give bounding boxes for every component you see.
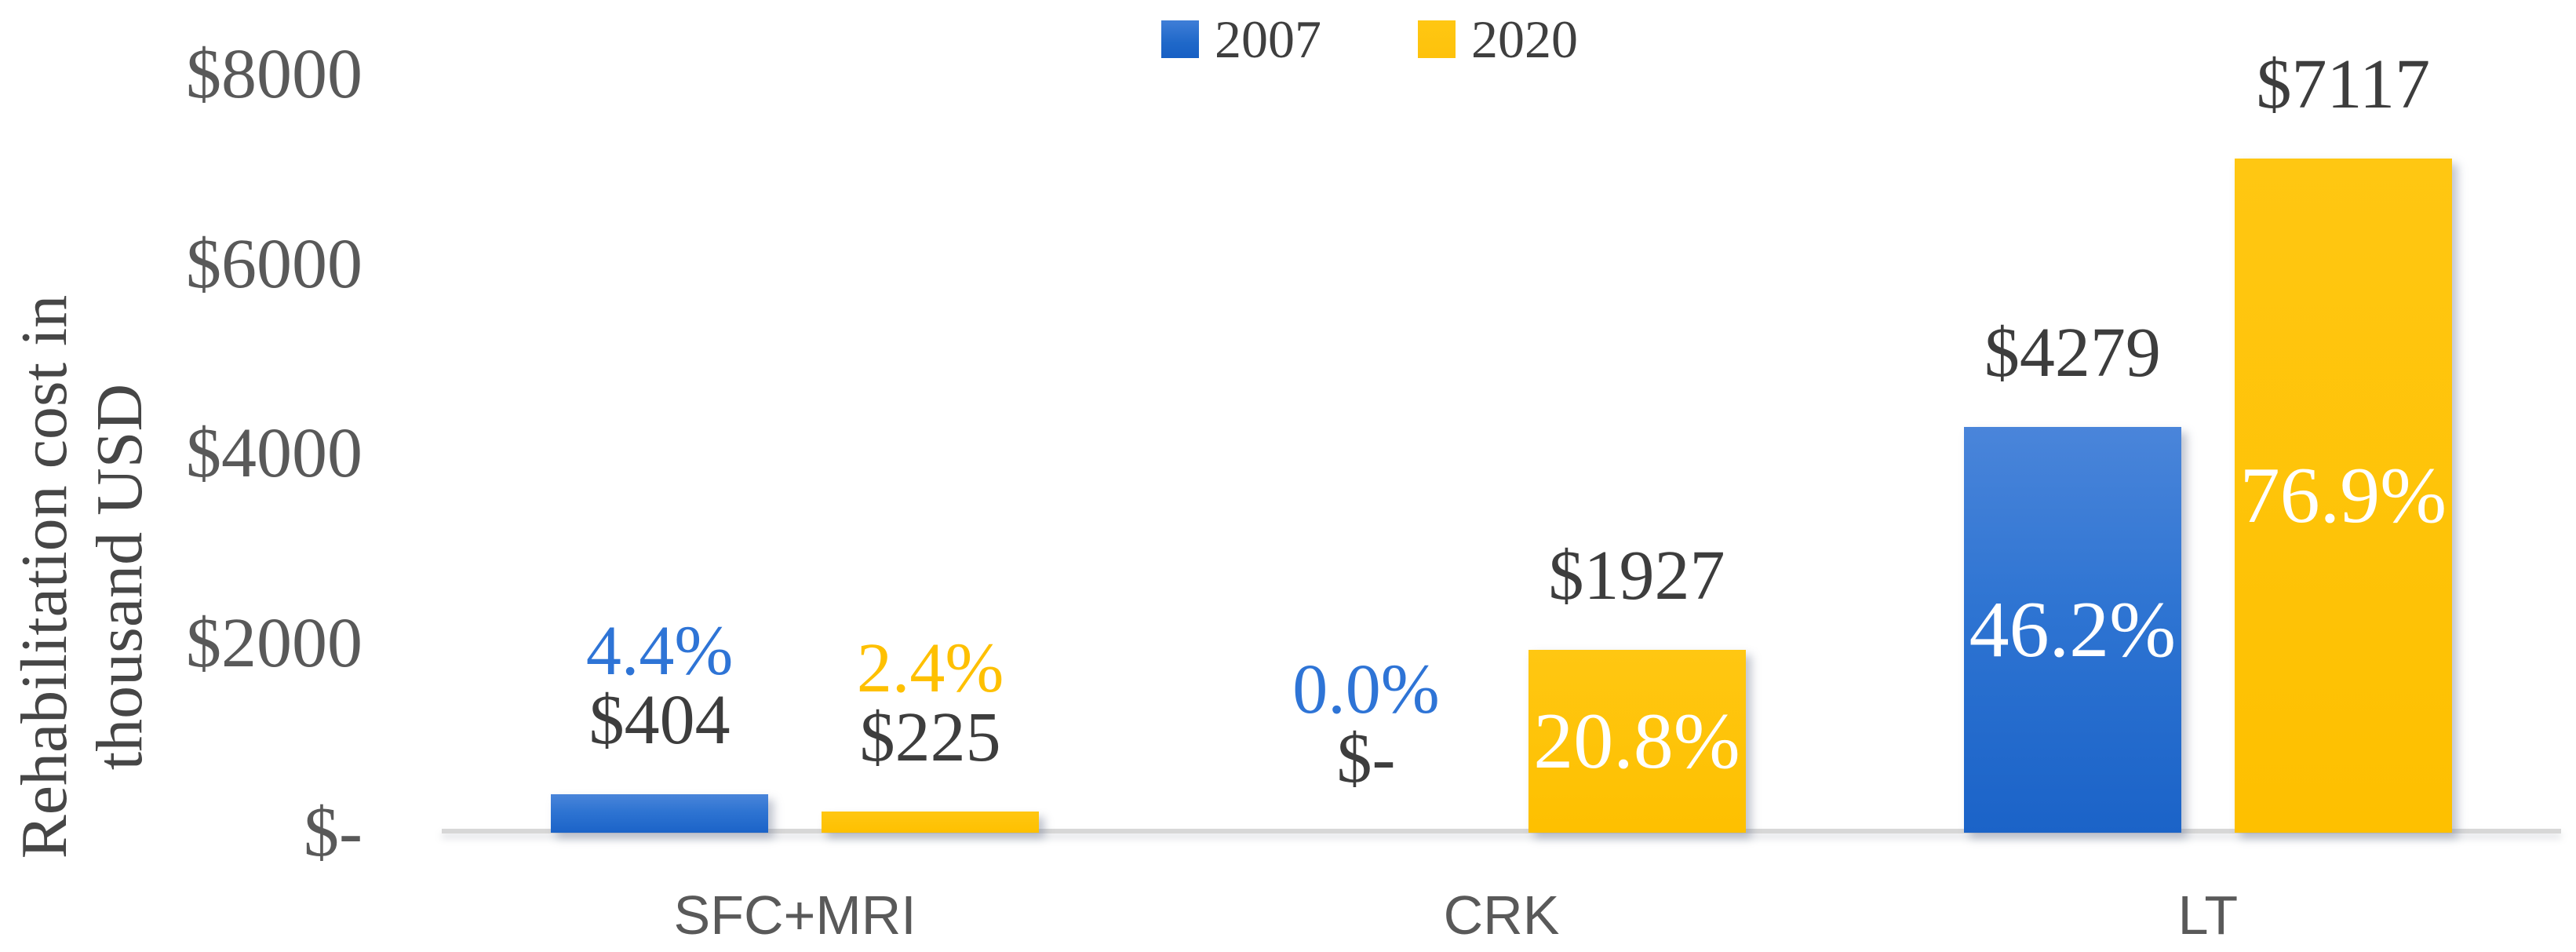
legend-swatch-2020 <box>1418 20 1456 58</box>
y-axis-title-line1: Rehabilitation cost in <box>8 294 81 859</box>
bar-percent-label: 76.9% <box>2239 451 2447 540</box>
bar-value-label: $1927 <box>1548 537 1725 615</box>
x-category-label: CRK <box>1443 885 1560 946</box>
y-tick-label: $8000 <box>186 35 363 113</box>
bar-percent-label: 0.0% <box>1292 651 1440 728</box>
bar-percent-label: 4.4% <box>585 612 734 690</box>
legend-label-2020: 2020 <box>1471 9 1578 69</box>
legend-label-2007: 2007 <box>1215 9 1321 69</box>
bar-2020-sfc-mri <box>822 812 1040 833</box>
y-tick-label: $2000 <box>186 604 363 682</box>
bar-value-label: $404 <box>588 681 731 759</box>
bar-value-label: $225 <box>859 698 1001 776</box>
bar-2020-crk <box>1528 650 1746 833</box>
y-tick-label: $6000 <box>186 224 363 303</box>
y-tick-label: $4000 <box>186 414 363 492</box>
bar-2007-sfc-mri <box>551 794 769 833</box>
bar-percent-label: 20.8% <box>1533 697 1740 786</box>
legend-item-2020: 2020 <box>1418 9 1578 69</box>
y-tick-label: $- <box>304 793 363 871</box>
bar-value-label: $- <box>1336 720 1396 797</box>
bar-percent-label: 46.2% <box>1969 585 2177 674</box>
legend-item-2007: 2007 <box>1161 9 1321 69</box>
bar-value-label: $4279 <box>1984 314 2161 392</box>
x-axis-line <box>442 829 2561 833</box>
legend-swatch-2007 <box>1161 20 1199 58</box>
bar-value-label: $7117 <box>2256 46 2431 123</box>
x-category-label: SFC+MRI <box>673 885 916 946</box>
bar-2020-lt <box>2234 159 2452 833</box>
bar-percent-label: 2.4% <box>856 629 1004 707</box>
x-category-label: LT <box>2177 885 2239 946</box>
bar-2007-lt <box>1963 427 2181 833</box>
